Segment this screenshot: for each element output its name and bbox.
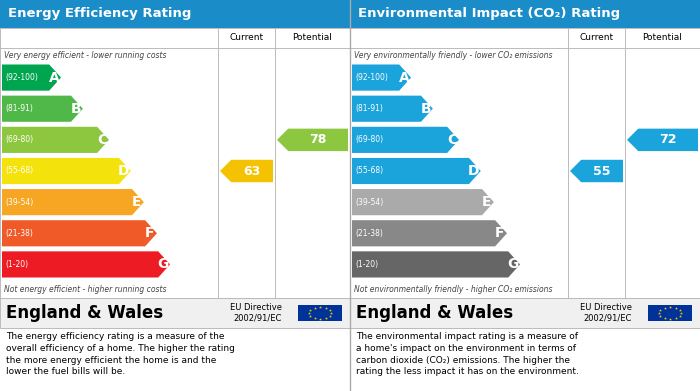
Bar: [0, 28, 350, 298]
Polygon shape: [2, 127, 109, 153]
Text: (69-80): (69-80): [355, 135, 383, 144]
Text: Potential: Potential: [643, 34, 682, 43]
Text: G: G: [158, 257, 169, 271]
Polygon shape: [352, 96, 433, 122]
Text: (1-20): (1-20): [355, 260, 378, 269]
Text: EU Directive
2002/91/EC: EU Directive 2002/91/EC: [580, 303, 632, 323]
Text: D: D: [118, 164, 130, 178]
Polygon shape: [352, 189, 494, 215]
Text: C: C: [447, 133, 457, 147]
Polygon shape: [2, 65, 61, 91]
Bar: [648, 305, 692, 321]
Polygon shape: [277, 129, 348, 151]
Text: (39-54): (39-54): [355, 197, 384, 206]
Text: A: A: [48, 70, 60, 84]
Text: (81-91): (81-91): [355, 104, 383, 113]
Text: B: B: [71, 102, 81, 116]
Polygon shape: [2, 189, 144, 215]
Text: Current: Current: [580, 34, 614, 43]
Bar: [298, 305, 342, 321]
Text: (39-54): (39-54): [5, 197, 34, 206]
Text: Current: Current: [230, 34, 264, 43]
Text: 72: 72: [659, 133, 677, 146]
Text: 78: 78: [309, 133, 327, 146]
Polygon shape: [570, 160, 623, 182]
Text: (92-100): (92-100): [355, 73, 388, 82]
Bar: [0, 0, 350, 28]
Text: 63: 63: [244, 165, 260, 178]
Text: (69-80): (69-80): [5, 135, 33, 144]
Text: (21-38): (21-38): [355, 229, 383, 238]
Text: England & Wales: England & Wales: [6, 304, 163, 322]
Text: Very environmentally friendly - lower CO₂ emissions: Very environmentally friendly - lower CO…: [354, 50, 552, 59]
Text: (81-91): (81-91): [5, 104, 33, 113]
Text: Not energy efficient - higher running costs: Not energy efficient - higher running co…: [4, 285, 167, 294]
Text: A: A: [398, 70, 409, 84]
Text: Environmental Impact (CO₂) Rating: Environmental Impact (CO₂) Rating: [358, 7, 620, 20]
Text: Very energy efficient - lower running costs: Very energy efficient - lower running co…: [4, 50, 167, 59]
Polygon shape: [2, 220, 157, 246]
Text: (92-100): (92-100): [5, 73, 38, 82]
Text: C: C: [97, 133, 107, 147]
Text: E: E: [482, 195, 491, 209]
Text: (1-20): (1-20): [5, 260, 28, 269]
Text: Not environmentally friendly - higher CO₂ emissions: Not environmentally friendly - higher CO…: [354, 285, 552, 294]
Text: The energy efficiency rating is a measure of the
overall efficiency of a home. T: The energy efficiency rating is a measur…: [6, 332, 235, 377]
Polygon shape: [352, 65, 411, 91]
Polygon shape: [352, 158, 481, 184]
Text: Energy Efficiency Rating: Energy Efficiency Rating: [8, 7, 191, 20]
Polygon shape: [627, 129, 698, 151]
Text: (21-38): (21-38): [5, 229, 33, 238]
Polygon shape: [352, 220, 507, 246]
Polygon shape: [2, 251, 170, 278]
Text: F: F: [495, 226, 505, 240]
Text: England & Wales: England & Wales: [356, 304, 513, 322]
Text: (55-68): (55-68): [355, 167, 383, 176]
Bar: [0, 298, 350, 328]
Text: EU Directive
2002/91/EC: EU Directive 2002/91/EC: [230, 303, 282, 323]
Text: G: G: [508, 257, 519, 271]
Bar: [350, 0, 700, 28]
Text: 55: 55: [594, 165, 611, 178]
Polygon shape: [220, 160, 273, 182]
Text: Potential: Potential: [293, 34, 332, 43]
Polygon shape: [2, 158, 131, 184]
Text: The environmental impact rating is a measure of
a home's impact on the environme: The environmental impact rating is a mea…: [356, 332, 579, 377]
Text: F: F: [145, 226, 155, 240]
Polygon shape: [352, 127, 459, 153]
Polygon shape: [2, 96, 83, 122]
Text: E: E: [132, 195, 141, 209]
Bar: [350, 28, 700, 298]
Bar: [350, 298, 700, 328]
Polygon shape: [352, 251, 520, 278]
Text: B: B: [421, 102, 431, 116]
Text: D: D: [468, 164, 480, 178]
Text: (55-68): (55-68): [5, 167, 33, 176]
